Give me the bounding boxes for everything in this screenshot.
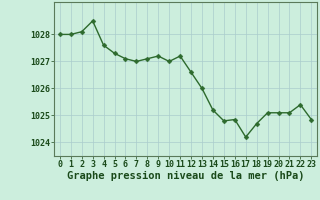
X-axis label: Graphe pression niveau de la mer (hPa): Graphe pression niveau de la mer (hPa): [67, 171, 304, 181]
